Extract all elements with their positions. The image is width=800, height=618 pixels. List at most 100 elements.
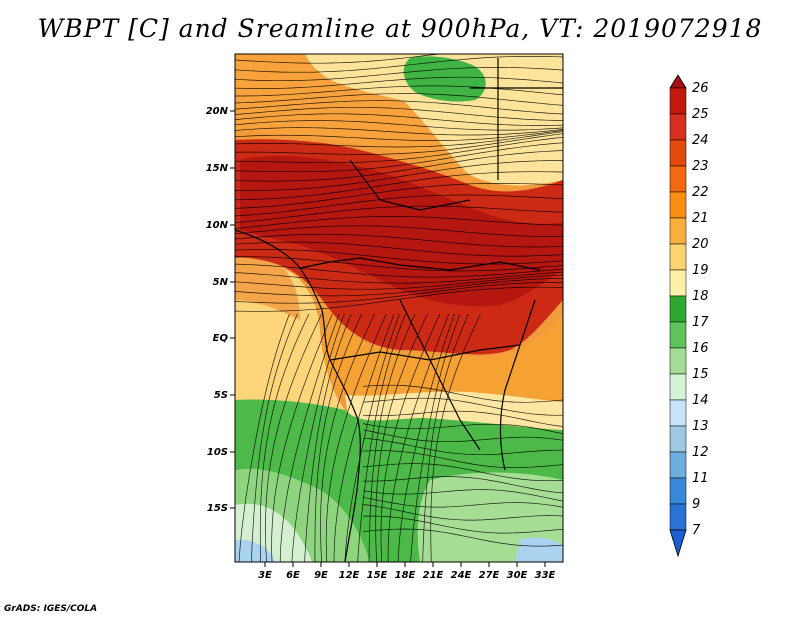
colorbar-label: 7 [692,523,701,538]
lon-label: 30E [507,570,528,581]
field-south-orange [320,310,563,401]
streamline [271,313,333,562]
streamline [362,384,563,403]
latitude-axis: 20N 15N 10N 5N EQ 5S 10S 15S [206,106,235,514]
streamline [325,313,387,562]
streamline [380,313,441,562]
lon-label: 21E [423,570,444,581]
streamline [357,313,406,562]
streamline [362,410,563,427]
streamline [235,76,563,89]
streamline [362,515,563,534]
lon-label: 9E [314,570,328,581]
streamline [375,313,428,562]
credit-label: GrADS: IGES/COLA [4,604,98,614]
streamline [235,281,563,304]
colorbar-label: 18 [692,289,709,304]
streamline [362,504,563,521]
streamline [235,150,563,182]
streamline [362,397,563,416]
streamline [279,313,340,562]
streamline [265,313,323,562]
colorbar-label: 20 [692,237,709,252]
colorbar-bottom-triangle [669,529,687,558]
streamline [235,142,563,173]
streamline [362,463,563,482]
field-se-blue [515,537,563,562]
colorbar-label: 19 [692,263,709,278]
lat-label: EQ [213,333,229,344]
streamline [235,130,563,141]
colorbar-segment [669,425,687,453]
streamline [430,313,481,562]
streamline [235,205,563,223]
streamline [235,85,563,97]
colorbar-label: 15 [692,367,709,382]
colorbar-label: 22 [692,185,709,200]
field-north-yellow [300,54,563,186]
colorbar-segment [669,399,687,427]
streamline [235,106,563,121]
streamline [362,450,563,469]
colorbar-segment [669,139,687,167]
coastline-layer [235,58,563,562]
colorbar-label: 24 [692,133,709,148]
colorbar-segment [669,191,687,219]
streamline [235,271,563,284]
streamline [235,127,563,136]
longitude-axis: 3E 6E 9E 12E 15E 18E 21E 24E 27E 30E 33E [258,562,556,581]
field-red-core [240,155,563,307]
colorbar-segment [669,269,687,297]
colorbar-segment [669,295,687,323]
streamline [235,54,442,64]
lon-label: 6E [286,570,300,581]
streamline [314,313,363,562]
streamline [235,93,563,106]
lat-label: 5N [213,277,229,288]
streamline [235,133,563,155]
field-south-yellow [345,391,563,430]
colorbar-label: 26 [692,81,709,96]
streamline [235,160,563,191]
colorbar-segment [669,165,687,193]
lon-label: 24E [451,570,472,581]
colorbar-segment [669,321,687,349]
streamline [235,136,563,164]
streamline [291,313,345,562]
streamline [362,496,563,508]
streamline [235,100,563,115]
streamline [362,429,563,443]
streamline [235,183,563,209]
streamline [238,313,290,562]
map-frame [234,53,564,563]
field-sw-blue [235,539,275,562]
lon-label: 15E [367,570,388,581]
colorbar-top-triangle [669,74,687,89]
lon-label: 27E [479,570,500,581]
map-title: WBPT [C] and Sreamline at 900hPa, VT: 20… [37,14,763,43]
streamline [235,194,563,217]
colorbar-segment [669,503,687,531]
streamline [235,171,563,201]
colorbar-segment [669,113,687,141]
streamline [362,489,563,502]
lat-label: 15S [207,503,228,514]
colorbar-segment [669,477,687,505]
streamline [304,313,352,562]
streamline [362,528,563,547]
colorbar-label: 12 [692,445,709,460]
streamline [235,274,563,290]
colorbar-segment [669,87,687,115]
streamline [235,55,563,73]
streamline [235,233,563,248]
colorbar-segment [669,451,687,479]
colorbar-label: 17 [692,315,709,330]
colorbar-label: 13 [692,419,709,434]
lon-label: 12E [339,570,360,581]
colorbar-label: 21 [692,211,709,226]
colorbar-segment [669,243,687,271]
streamline [235,131,563,148]
colorbar-label: 23 [692,159,709,174]
streamline [235,241,563,257]
